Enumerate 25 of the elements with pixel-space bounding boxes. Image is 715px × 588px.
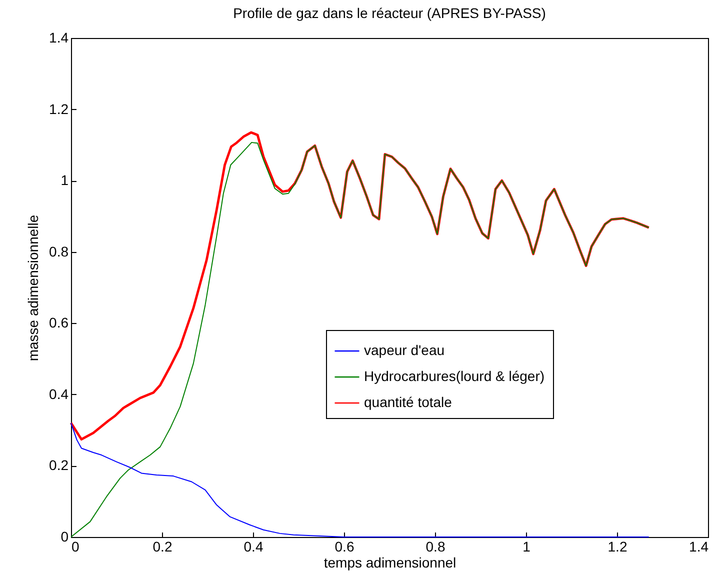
legend-label: quantité totale	[364, 394, 452, 410]
y-tick-label: 0	[60, 528, 69, 544]
x-tick-label: 1.2	[608, 538, 628, 554]
line-series	[70, 422, 650, 538]
line-series	[70, 142, 650, 538]
x-tick-label: 0.4	[244, 538, 264, 554]
chart-title: Profile de gaz dans le réacteur (APRES BY-PASS)	[233, 5, 546, 21]
y-tick-label: 1.2	[49, 100, 69, 117]
x-tick-label: 1	[522, 538, 531, 554]
legend-label: Hydrocarbures(lourd & léger)	[364, 368, 545, 384]
y-tick-label: 1.4	[49, 30, 69, 46]
y-tick-label: 0.8	[49, 243, 69, 260]
y-tick-label: 0.6	[49, 314, 69, 331]
legend-label: vapeur d'eau	[364, 342, 445, 358]
x-tick-label: 0	[72, 538, 80, 554]
x-tick-label: 0.8	[426, 538, 446, 554]
x-tick-label: 0.2	[152, 538, 172, 554]
y-tick-label: 0.2	[49, 457, 69, 474]
y-tick-label: 0.4	[49, 386, 69, 402]
x-tick-label: 0.6	[334, 538, 354, 554]
y-axis-title: masse adimensionnelle	[25, 214, 42, 362]
line-series	[70, 131, 650, 441]
x-tick-label: 1.4	[689, 538, 709, 554]
y-tick-label: 1	[60, 172, 69, 188]
x-axis-title: temps adimensionnel	[324, 554, 456, 570]
